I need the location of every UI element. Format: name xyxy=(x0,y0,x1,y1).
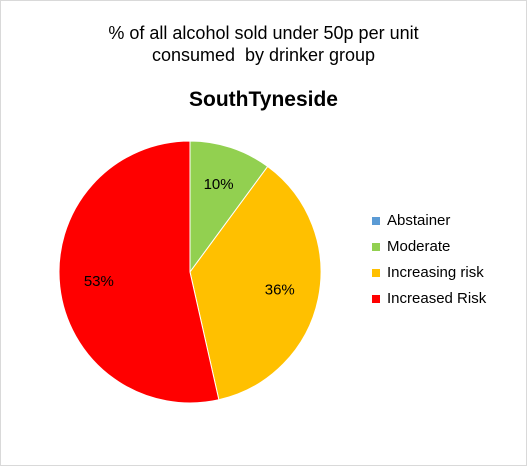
pie-slice-moderate xyxy=(189,140,269,274)
chart-title: % of all alcohol sold under 50p per unit… xyxy=(0,22,527,66)
data-label-moderate: 10% xyxy=(204,176,234,193)
legend: Abstainer Moderate Increasing risk Incre… xyxy=(372,209,486,313)
legend-item-moderate: Moderate xyxy=(372,235,486,258)
data-label-increased-risk: 53% xyxy=(84,273,114,290)
legend-swatch-abstainer xyxy=(372,216,380,225)
data-label-increasing-risk: 36% xyxy=(265,282,295,299)
legend-label-abstainer: Abstainer xyxy=(387,212,451,229)
legend-item-abstainer: Abstainer xyxy=(372,209,486,232)
chart-title-line-2: consumed by drinker group xyxy=(151,45,376,65)
legend-item-increased-risk: Increased Risk xyxy=(372,287,486,310)
legend-swatch-moderate xyxy=(372,242,380,251)
pie-slice-increasing-risk xyxy=(189,165,322,401)
legend-item-increasing-risk: Increasing risk xyxy=(372,261,486,284)
legend-swatch-increasing-risk xyxy=(372,268,380,277)
legend-label-increased-risk: Increased Risk xyxy=(387,290,487,307)
legend-label-increasing-risk: Increasing risk xyxy=(387,264,484,281)
pie-slice-increased-risk xyxy=(58,140,220,404)
chart-title-line-1: % of all alcohol sold under 50p per unit xyxy=(108,23,419,43)
legend-label-moderate: Moderate xyxy=(387,238,451,255)
chart-subtitle: SouthTyneside xyxy=(189,88,338,111)
legend-swatch-increased-risk xyxy=(372,294,380,303)
